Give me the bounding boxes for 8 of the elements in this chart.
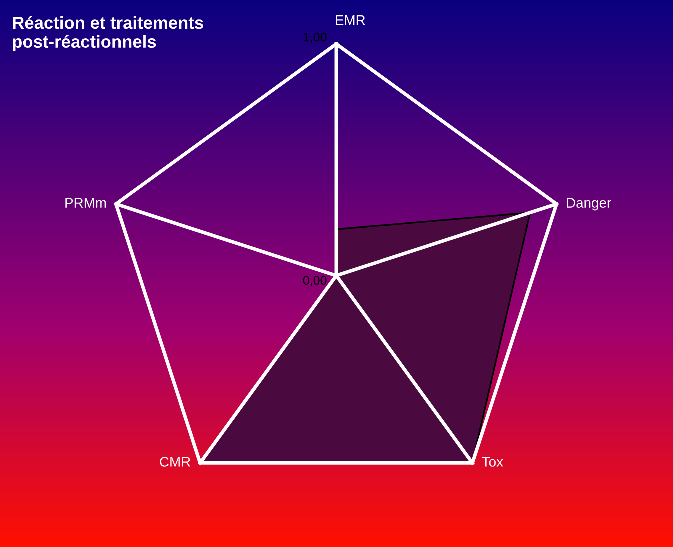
y-tick-label: 0,00 — [303, 276, 327, 286]
spoke-label: CMR — [160, 457, 190, 467]
spoke-label: EMR — [336, 16, 366, 26]
spoke-label: Tox — [482, 457, 504, 467]
spoke-label: PRMm — [66, 198, 106, 208]
spoke-label: Danger — [567, 198, 612, 211]
text: Réaction et traitements post-réactionnels — [13, 16, 204, 52]
y-tick-label: 1,00 — [304, 32, 327, 44]
